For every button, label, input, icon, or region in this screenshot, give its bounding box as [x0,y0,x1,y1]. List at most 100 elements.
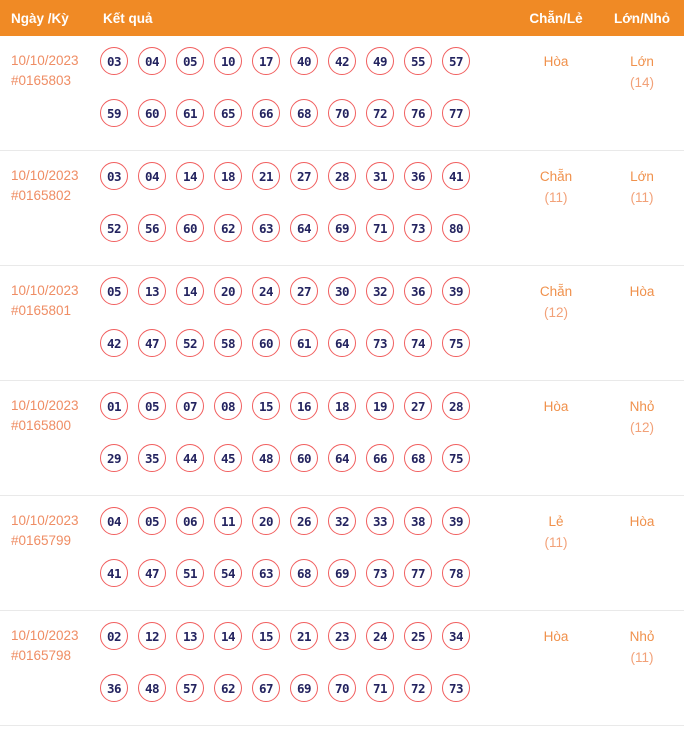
number-ball: 27 [290,162,318,190]
draw-date[interactable]: 10/10/2023 [11,168,79,183]
number-ball: 77 [442,99,470,127]
date-draw-cell[interactable]: 10/10/2023 #0165799 [0,507,100,587]
number-ball: 57 [176,674,204,702]
result-row: 10/10/2023 #0165798 02 12 13 14 15 21 23 24 25 34… [0,611,684,726]
even-odd-cell: Hòa [512,392,600,472]
number-ball: 39 [442,507,470,535]
number-ball: 64 [290,214,318,242]
number-ball: 28 [442,392,470,420]
draw-id[interactable]: #0165801 [11,303,72,318]
number-ball: 68 [290,99,318,127]
number-ball: 35 [138,444,166,472]
number-ball: 72 [366,99,394,127]
number-ball: 58 [214,329,242,357]
draw-date[interactable]: 10/10/2023 [11,53,79,68]
numbers-line-1: 02 12 13 14 15 21 23 24 25 34 [100,622,512,650]
number-ball: 32 [328,507,356,535]
date-draw-cell[interactable]: 10/10/2023 #0165798 [0,622,100,702]
number-ball: 42 [328,47,356,75]
draw-id[interactable]: #0165799 [11,533,72,548]
even-odd-cell: Hòa [512,622,600,702]
even-odd-cell: Lẻ (11) [512,507,600,587]
result-row: 10/10/2023 #0165800 01 05 07 08 15 16 18 19 27 28… [0,381,684,496]
col-header-even-odd: Chẵn/Lẻ [529,10,583,26]
numbers-line-1: 05 13 14 20 24 27 30 32 36 39 [100,277,512,305]
draw-id[interactable]: #0165803 [11,73,72,88]
even-odd-value: Chẵn [539,284,573,299]
number-ball: 62 [214,674,242,702]
numbers-line-1: 01 05 07 08 15 16 18 19 27 28 [100,392,512,420]
number-ball: 69 [328,559,356,587]
number-ball: 78 [442,559,470,587]
numbers-cell: 04 05 06 11 20 26 32 33 38 39 41 47 51 54 63 68 69 73 77 7… [100,507,512,587]
even-odd-value: Hòa [543,54,569,69]
number-ball: 04 [138,47,166,75]
number-ball: 70 [328,674,356,702]
draw-date[interactable]: 10/10/2023 [11,628,79,643]
number-ball: 72 [404,674,432,702]
even-odd-cell: Hòa [512,47,600,127]
number-ball: 57 [442,47,470,75]
number-ball: 31 [366,162,394,190]
number-ball: 56 [138,214,166,242]
number-ball: 52 [176,329,204,357]
number-ball: 13 [176,622,204,650]
draw-date[interactable]: 10/10/2023 [11,283,79,298]
number-ball: 05 [176,47,204,75]
col-header-result: Kết quả [103,10,153,26]
even-odd-count: (11) [544,190,568,205]
date-draw-cell[interactable]: 10/10/2023 #0165802 [0,162,100,242]
draw-date[interactable]: 10/10/2023 [11,513,79,528]
number-ball: 21 [252,162,280,190]
draw-id[interactable]: #0165800 [11,418,72,433]
date-draw-cell[interactable]: 10/10/2023 #0165803 [0,47,100,127]
even-odd-count: (11) [544,535,568,550]
table-header: Ngày /Kỳ Kết quả Chẵn/Lẻ Lớn/Nhỏ [0,0,684,36]
number-ball: 74 [404,329,432,357]
numbers-line-1: 03 04 14 18 21 27 28 31 36 41 [100,162,512,190]
number-ball: 14 [214,622,242,650]
numbers-line-2: 41 47 51 54 63 68 69 73 77 78 [100,559,512,587]
date-draw-cell[interactable]: 10/10/2023 #0165800 [0,392,100,472]
number-ball: 73 [366,329,394,357]
number-ball: 27 [290,277,318,305]
number-ball: 20 [214,277,242,305]
number-ball: 68 [404,444,432,472]
big-small-cell: Nhỏ (12) [600,392,684,472]
number-ball: 66 [252,99,280,127]
big-small-value: Hòa [629,514,655,529]
number-ball: 42 [100,329,128,357]
number-ball: 77 [404,559,432,587]
number-ball: 66 [366,444,394,472]
number-ball: 80 [442,214,470,242]
number-ball: 48 [138,674,166,702]
number-ball: 15 [252,392,280,420]
even-odd-cell: Chẵn (11) [512,162,600,242]
number-ball: 54 [214,559,242,587]
result-row: 10/10/2023 #0165799 04 05 06 11 20 26 32 33 38 39… [0,496,684,611]
big-small-count: (14) [629,75,654,90]
number-ball: 04 [138,162,166,190]
draw-date[interactable]: 10/10/2023 [11,398,79,413]
number-ball: 73 [366,559,394,587]
number-ball: 25 [404,622,432,650]
number-ball: 73 [442,674,470,702]
number-ball: 75 [442,444,470,472]
number-ball: 10 [214,47,242,75]
number-ball: 65 [214,99,242,127]
number-ball: 68 [290,559,318,587]
number-ball: 16 [290,392,318,420]
number-ball: 60 [176,214,204,242]
number-ball: 67 [252,674,280,702]
number-ball: 05 [100,277,128,305]
number-ball: 52 [100,214,128,242]
draw-id[interactable]: #0165798 [11,648,72,663]
number-ball: 20 [252,507,280,535]
date-draw-cell[interactable]: 10/10/2023 #0165801 [0,277,100,357]
big-small-count: (11) [630,190,654,205]
number-ball: 47 [138,329,166,357]
number-ball: 24 [252,277,280,305]
number-ball: 05 [138,507,166,535]
number-ball: 45 [214,444,242,472]
draw-id[interactable]: #0165802 [11,188,72,203]
